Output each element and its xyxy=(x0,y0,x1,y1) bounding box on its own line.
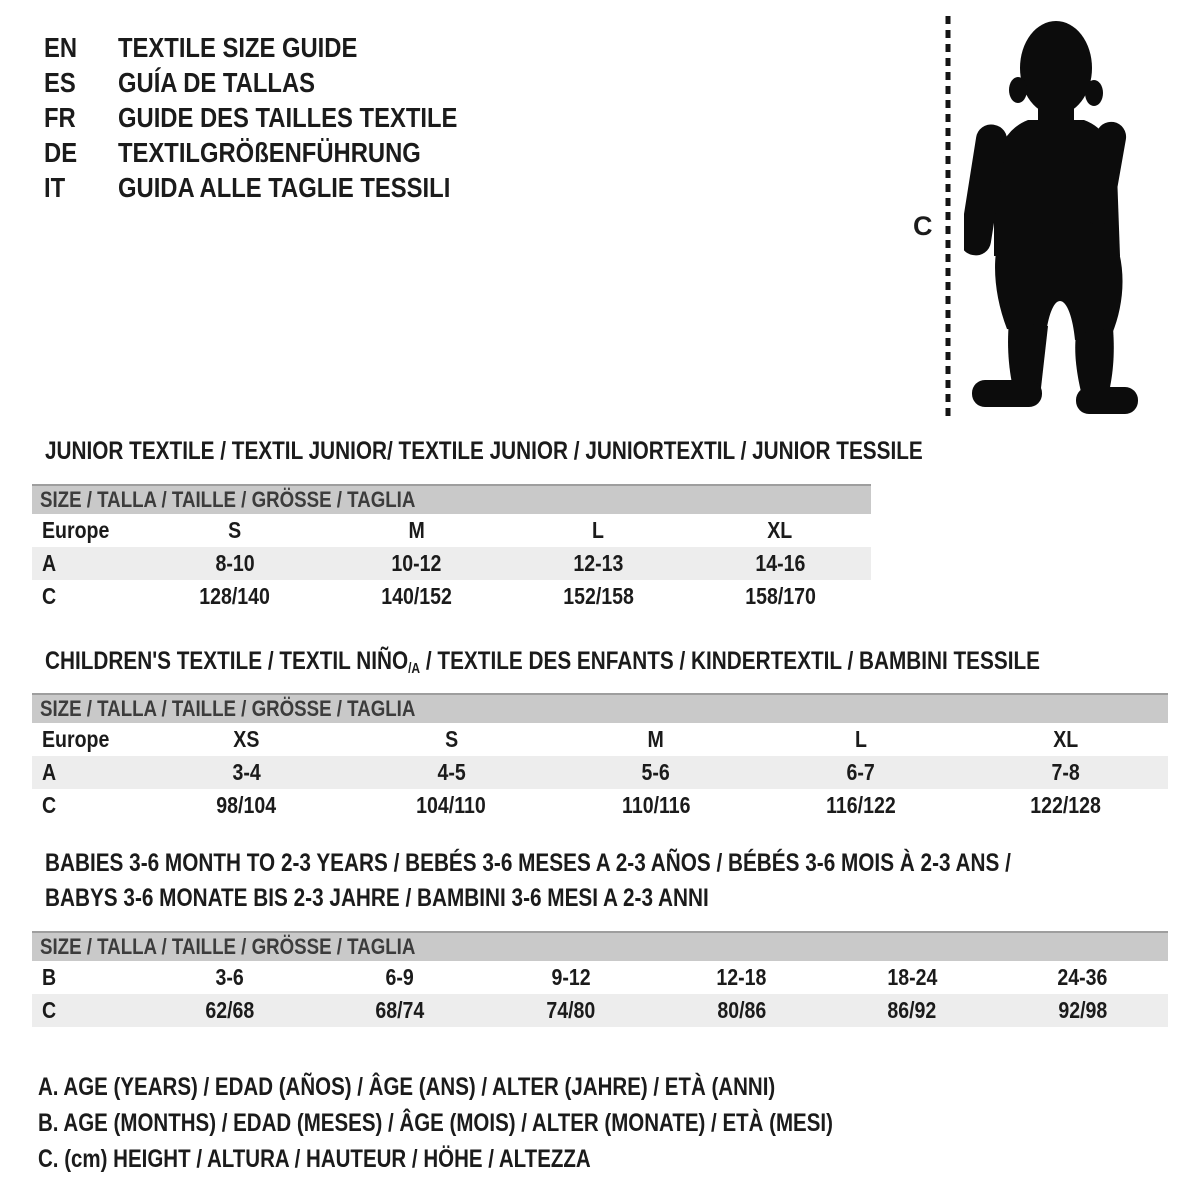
table-cell: XL xyxy=(767,517,793,543)
section-heading-line: CHILDREN'S TEXTILE / TEXTIL NIÑO/A / TEX… xyxy=(45,647,1040,678)
guide-title: GUIDA ALLE TAGLIE TESSILI xyxy=(118,172,451,203)
table-cell: 24-36 xyxy=(1057,964,1108,990)
table-cell: XS xyxy=(233,726,260,752)
row-label: A xyxy=(42,759,57,785)
table-cell: 92/98 xyxy=(1058,997,1108,1023)
language-code: FR xyxy=(44,102,76,133)
size-table: SIZE / TALLA / TAILLE / GRÖSSE / TAGLIA B… xyxy=(32,931,1168,1027)
table-row: B 3-6 6-9 9-12 12-18 18-24 24-36 xyxy=(32,961,1168,994)
table-cell: 68/74 xyxy=(375,997,425,1023)
table-cell: 3-4 xyxy=(232,759,261,785)
table-cell: 62/68 xyxy=(204,997,254,1023)
table-cell: 80/86 xyxy=(716,997,766,1023)
table-row: Europe S M L XL xyxy=(32,514,871,547)
table-cell: 14-16 xyxy=(755,550,806,576)
table-cell: 110/116 xyxy=(621,792,691,818)
table-cell: 140/152 xyxy=(381,583,452,609)
row-label: B xyxy=(42,964,57,990)
table-cell: S xyxy=(444,726,458,752)
table-cell: 116/122 xyxy=(825,792,896,818)
section-heading: CHILDREN'S TEXTILE / TEXTIL NIÑO/A / TEX… xyxy=(45,644,1200,687)
table-cell: M xyxy=(408,517,425,543)
table-cell: 3-6 xyxy=(215,964,244,990)
row-label: C xyxy=(42,583,57,609)
table-cell: 5-6 xyxy=(641,759,671,785)
size-table-header: SIZE / TALLA / TAILLE / GRÖSSE / TAGLIA xyxy=(32,931,1168,961)
table-cell: 4-5 xyxy=(437,759,466,785)
table-row: C 98/104 104/110 110/116 116/122 122/128 xyxy=(32,789,1168,822)
guide-title: GUIDE DES TAILLES TEXTILE xyxy=(118,102,458,133)
table-cell: 6-7 xyxy=(846,759,875,785)
legend-line-c: C. (cm) HEIGHT / ALTURA / HAUTEUR / HÖHE… xyxy=(38,1145,591,1173)
table-cell: 104/110 xyxy=(416,792,486,818)
height-measure-label: C xyxy=(913,211,933,241)
height-measure-line xyxy=(944,14,952,425)
table-row: A 3-4 4-5 5-6 6-7 7-8 xyxy=(32,756,1168,789)
table-cell: M xyxy=(647,726,665,752)
table-cell: S xyxy=(228,517,242,543)
table-cell: 158/170 xyxy=(744,583,816,609)
row-label: C xyxy=(42,792,57,818)
language-code: IT xyxy=(44,172,66,203)
guide-title: GUÍA DE TALLAS xyxy=(118,67,316,98)
language-code: EN xyxy=(44,32,78,63)
legend-line-b: B. AGE (MONTHS) / EDAD (MESES) / ÂGE (MO… xyxy=(38,1109,833,1137)
table-cell: 8-10 xyxy=(215,550,255,576)
row-label: Europe xyxy=(42,726,110,752)
table-cell: 12-13 xyxy=(573,550,624,576)
language-code: DE xyxy=(44,137,78,168)
size-table-header: SIZE / TALLA / TAILLE / GRÖSSE / TAGLIA xyxy=(32,693,1168,723)
table-row: C 62/68 68/74 74/80 80/86 86/92 92/98 xyxy=(32,994,1168,1027)
guide-title: TEXTILGRÖßENFÜHRUNG xyxy=(118,137,421,168)
legend-line-a: A. AGE (YEARS) / EDAD (AÑOS) / ÂGE (ANS)… xyxy=(38,1073,776,1101)
section-heading: BABIES 3-6 MONTH TO 2-3 YEARS / BEBÉS 3-… xyxy=(45,846,1200,916)
table-row: Europe XS S M L XL xyxy=(32,723,1168,756)
table-cell: 122/128 xyxy=(1030,792,1101,818)
table-cell: 7-8 xyxy=(1051,759,1080,785)
size-table-header: SIZE / TALLA / TAILLE / GRÖSSE / TAGLIA xyxy=(32,484,871,514)
table-row: A 8-10 10-12 12-13 14-16 xyxy=(32,547,871,580)
toddler-figure xyxy=(960,18,1146,423)
language-title-list: EN TEXTILE SIZE GUIDE ES GUÍA DE TALLAS … xyxy=(44,30,517,205)
row-label: C xyxy=(42,997,57,1023)
table-cell: 152/158 xyxy=(563,583,634,609)
row-label: Europe xyxy=(42,517,110,543)
table-cell: 86/92 xyxy=(887,997,937,1023)
section-heading: JUNIOR TEXTILE / TEXTIL JUNIOR/ TEXTILE … xyxy=(45,434,1103,469)
language-code: ES xyxy=(44,67,76,98)
size-table: SIZE / TALLA / TAILLE / GRÖSSE / TAGLIA E… xyxy=(32,693,1168,822)
table-cell: 74/80 xyxy=(546,997,596,1023)
guide-title: TEXTILE SIZE GUIDE xyxy=(118,32,358,63)
section-heading-line: BABYS 3-6 MONATE BIS 2-3 JAHRE / BAMBINI… xyxy=(45,884,709,912)
table-cell: 6-9 xyxy=(385,964,415,990)
table-cell: 18-24 xyxy=(887,964,938,990)
row-label: A xyxy=(42,550,57,576)
size-table: SIZE / TALLA / TAILLE / GRÖSSE / TAGLIA E… xyxy=(32,484,871,613)
table-cell: 10-12 xyxy=(391,550,442,576)
table-cell: 98/104 xyxy=(216,792,277,818)
section-heading-line: BABIES 3-6 MONTH TO 2-3 YEARS / BEBÉS 3-… xyxy=(45,849,1011,877)
table-cell: 12-18 xyxy=(716,964,767,990)
table-cell: L xyxy=(592,517,605,543)
table-cell: 9-12 xyxy=(551,964,591,990)
section-heading-line: JUNIOR TEXTILE / TEXTIL JUNIOR/ TEXTILE … xyxy=(45,437,923,465)
table-cell: L xyxy=(854,726,867,752)
table-cell: 128/140 xyxy=(199,583,271,609)
table-cell: XL xyxy=(1053,726,1079,752)
table-row: C 128/140 140/152 152/158 158/170 xyxy=(32,580,871,613)
measure-legend: A. AGE (YEARS) / EDAD (AÑOS) / ÂGE (ANS)… xyxy=(38,1069,1007,1177)
